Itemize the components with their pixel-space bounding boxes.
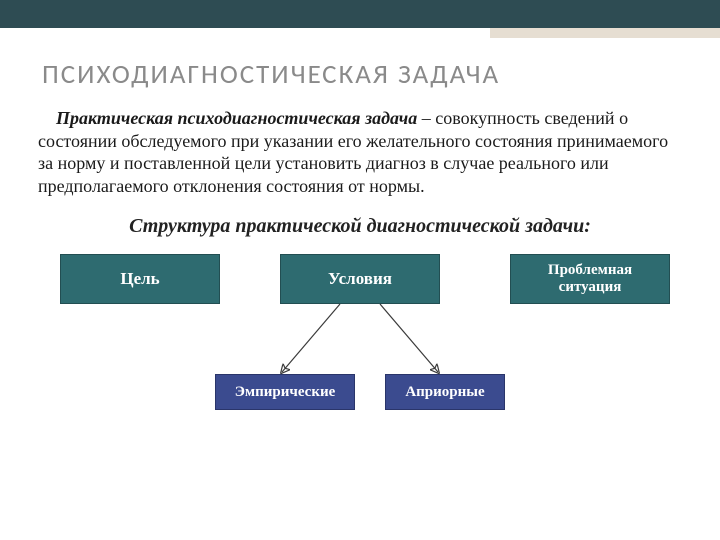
page-title: ПСИХОДИАГНОСТИЧЕСКАЯ ЗАДАЧА: [42, 58, 720, 91]
edge-conditions-empirical: [282, 304, 340, 372]
structure-subheading: Структура практической диагностической з…: [60, 215, 660, 238]
node-conditions-label: Условия: [328, 269, 392, 289]
node-problem-label: Проблемная ситуация: [519, 262, 661, 297]
definition-paragraph: Практическая психодиагностическая задача…: [38, 107, 682, 197]
node-apriori: Априорные: [385, 374, 505, 410]
node-goal-label: Цель: [120, 269, 159, 289]
structure-diagram: Цель Условия Проблемная ситуация Эмпирич…: [40, 254, 680, 454]
top-bar: [0, 0, 720, 28]
definition-term: Практическая психодиагностическая задача: [56, 108, 417, 128]
edge-conditions-apriori: [380, 304, 438, 372]
node-problem: Проблемная ситуация: [510, 254, 670, 304]
node-empirical-label: Эмпирические: [235, 384, 336, 401]
node-goal: Цель: [60, 254, 220, 304]
node-apriori-label: Априорные: [405, 384, 484, 401]
node-conditions: Условия: [280, 254, 440, 304]
node-empirical: Эмпирические: [215, 374, 355, 410]
